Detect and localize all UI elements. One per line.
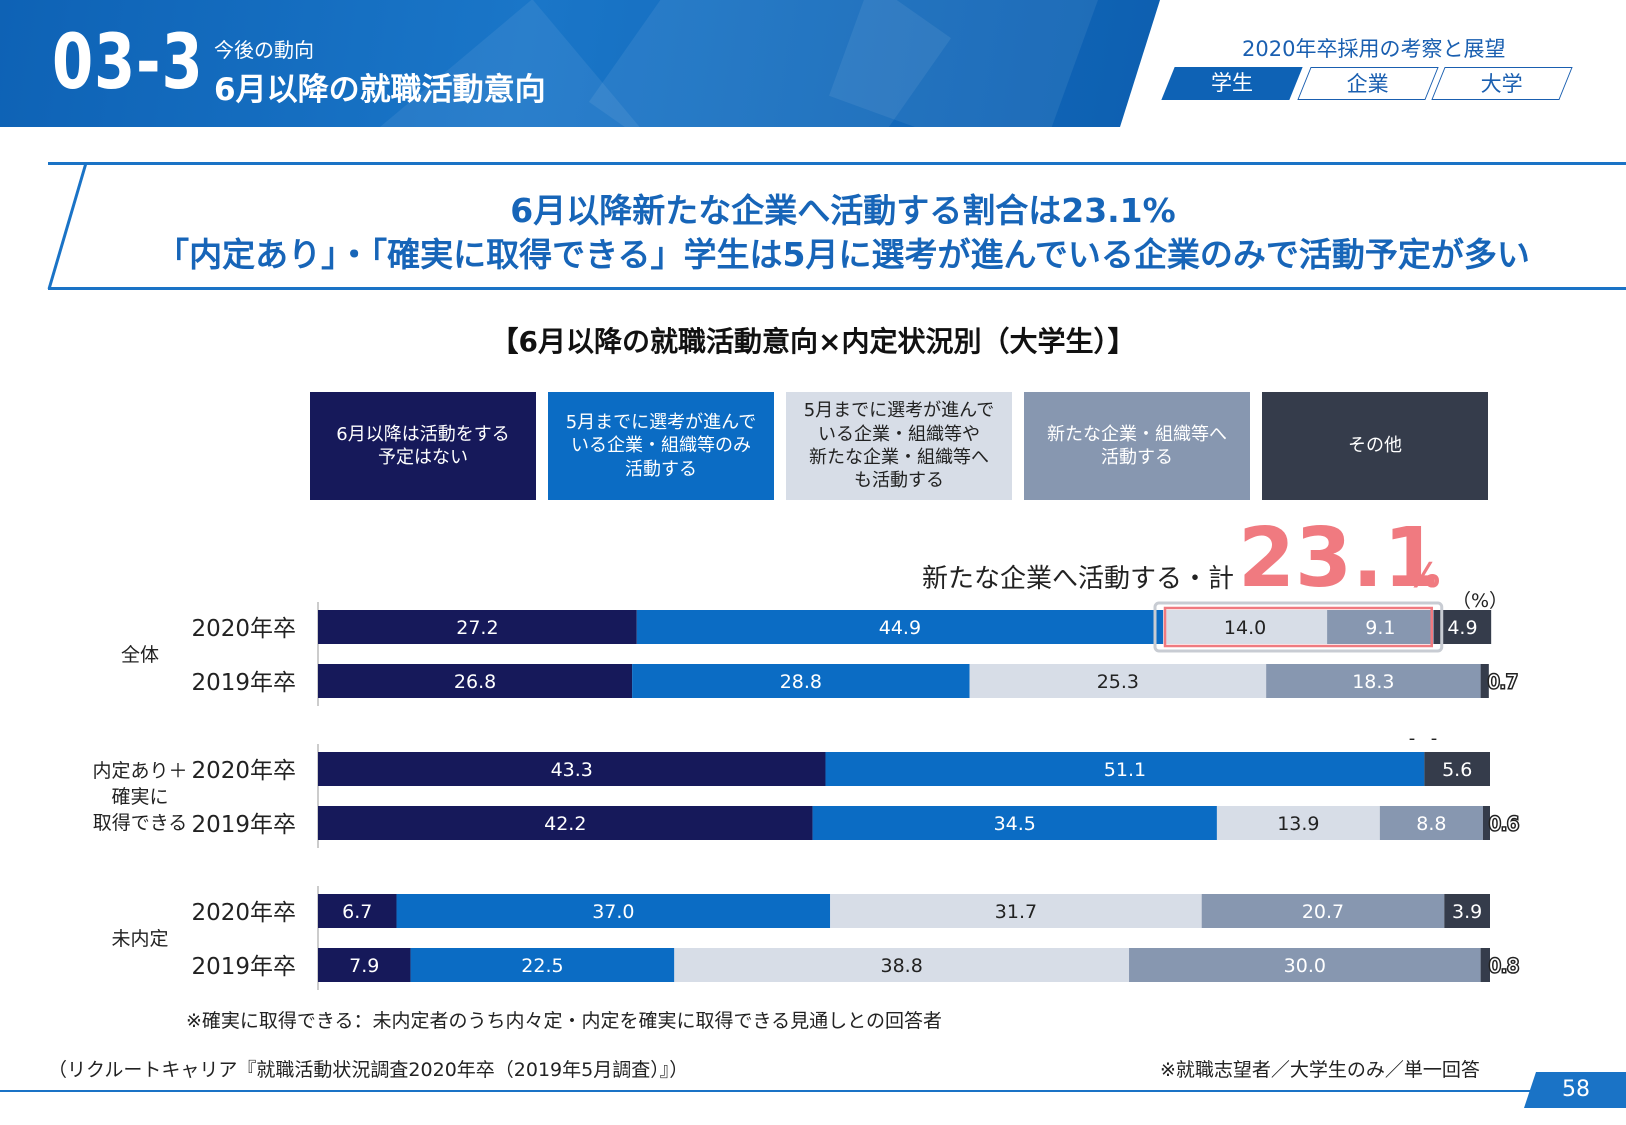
- header-band: [0, 0, 1160, 127]
- data-label: 26.8: [454, 671, 496, 693]
- headline-line-2: 「内定あり」・「確実に取得できる」学生は5月に選考が進んでいる企業のみで活動予定…: [156, 235, 1530, 274]
- data-label: 37.0: [592, 901, 634, 923]
- bar-segment: [318, 752, 826, 786]
- bar-segment: [1480, 664, 1489, 698]
- data-label: 18.3: [1352, 671, 1394, 693]
- data-label: 34.5: [994, 813, 1036, 835]
- data-label: 8.8: [1416, 813, 1446, 835]
- bar-segment: [674, 948, 1130, 982]
- data-label: 7.9: [349, 955, 379, 977]
- data-label: 6.7: [342, 901, 372, 923]
- callout-label: 新たな企業へ活動する・計: [922, 564, 1235, 594]
- bar-segment: [1327, 610, 1434, 644]
- bar-segment: [318, 664, 633, 698]
- headline-bracket-slash: [47, 162, 88, 290]
- row-label: 2020年卒: [191, 616, 296, 642]
- data-label: 31.7: [995, 901, 1037, 923]
- data-label: 4.9: [1447, 617, 1477, 639]
- data-label: 9.1: [1365, 617, 1395, 639]
- bar-segment: [318, 948, 411, 982]
- unit-label: （%）: [1452, 590, 1509, 612]
- data-label: 51.1: [1104, 759, 1146, 781]
- bar-segment: [1163, 610, 1328, 644]
- data-label: 27.2: [456, 617, 498, 639]
- bar-segment: [636, 610, 1164, 644]
- data-label: 14.0: [1224, 617, 1266, 639]
- bar-segment: [318, 806, 813, 840]
- data-label: 30.0: [1284, 955, 1326, 977]
- data-label: 5.6: [1442, 759, 1472, 781]
- bar-segment: [318, 894, 397, 928]
- page-title: 6月以降の就職活動意向: [214, 72, 546, 108]
- bar-segment: [1444, 894, 1490, 928]
- data-label: 3.9: [1452, 901, 1482, 923]
- row-label: 2019年卒: [191, 670, 296, 696]
- data-label: 25.3: [1097, 671, 1139, 693]
- source-note: （リクルートキャリア『就職活動状況調査2020年卒（2019年5月調査）』）: [48, 1059, 689, 1081]
- highlight-box: [1163, 606, 1433, 648]
- sample-note: ※就職志望者／大学生のみ／単一回答: [1160, 1059, 1480, 1081]
- group-label: 未内定: [111, 928, 168, 950]
- row-label: 2019年卒: [191, 954, 296, 980]
- highlight-box-outer: [1153, 601, 1444, 653]
- headline-line-1: 6月以降新たな企業へ活動する割合は23.1%: [510, 191, 1176, 230]
- group-label: 内定あり＋: [92, 760, 187, 782]
- data-label: 38.8: [880, 955, 922, 977]
- group-label: 全体: [121, 644, 159, 666]
- bar-segment: [969, 664, 1267, 698]
- data-label: 0.7: [1488, 671, 1518, 693]
- bar-segment: [1129, 948, 1481, 982]
- headline-box: [48, 162, 1626, 290]
- bar-segment: [1216, 806, 1380, 840]
- data-label: 44.9: [879, 617, 921, 639]
- bar-segment: [830, 894, 1202, 928]
- footer-rule: [0, 1090, 1530, 1092]
- data-label: 28.8: [780, 671, 822, 693]
- legend-new-only: 新たな企業・組織等へ 活動する: [1024, 392, 1250, 500]
- bar-segment: [410, 948, 675, 982]
- bar-segment: [1266, 664, 1481, 698]
- bar-segment: [1379, 806, 1483, 840]
- footnote: ※確実に取得できる：未内定者のうち内々定・内定を確実に取得できる見通しとの回答者: [186, 1010, 942, 1032]
- bar-segment: [396, 894, 831, 928]
- report-title: 2020年卒採用の考察と展望: [1242, 37, 1506, 61]
- row-label: 2019年卒: [191, 812, 296, 838]
- page-number: 58: [1524, 1072, 1626, 1108]
- bar-segment: [1424, 752, 1490, 786]
- callout-value: 23.1: [1238, 511, 1441, 606]
- header-subtitle: 今後の動向: [214, 38, 314, 62]
- data-label-empty: -: [1409, 728, 1416, 749]
- data-label: 0.6: [1489, 813, 1519, 835]
- data-label: 13.9: [1277, 813, 1319, 835]
- legend-not-active: 6月以降は活動をする 予定はない: [310, 392, 536, 500]
- bar-segment: [318, 610, 637, 644]
- bar-segment: [1480, 948, 1490, 982]
- bar-segment: [1201, 894, 1445, 928]
- data-label-empty: -: [1431, 728, 1438, 749]
- legend-progressed-and-new: 5月までに選考が進んで いる企業・組織等や 新たな企業・組織等へ も活動する: [786, 392, 1012, 500]
- data-label: 42.2: [544, 813, 586, 835]
- legend-only-progressed: 5月までに選考が進んで いる企業・組織等のみ 活動する: [548, 392, 774, 500]
- data-label: 0.8: [1489, 955, 1519, 977]
- data-label: 22.5: [521, 955, 563, 977]
- row-label: 2020年卒: [191, 758, 296, 784]
- legend-other: その他: [1262, 392, 1488, 500]
- bar-segment: [1433, 610, 1492, 644]
- row-label: 2020年卒: [191, 900, 296, 926]
- bar-segment: [812, 806, 1217, 840]
- bar-segment: [825, 752, 1425, 786]
- data-label: 43.3: [551, 759, 593, 781]
- bar-segment: [632, 664, 970, 698]
- group-label: 確実に: [111, 786, 168, 808]
- callout-percent-sign: %: [1406, 556, 1441, 596]
- chart-title: 【6月以降の就職活動意向×内定状況別（大学生）】: [490, 325, 1136, 358]
- group-label: 取得できる: [93, 812, 188, 834]
- data-label: 20.7: [1302, 901, 1344, 923]
- bar-segment: [1482, 806, 1490, 840]
- section-number: 03-3: [52, 17, 204, 106]
